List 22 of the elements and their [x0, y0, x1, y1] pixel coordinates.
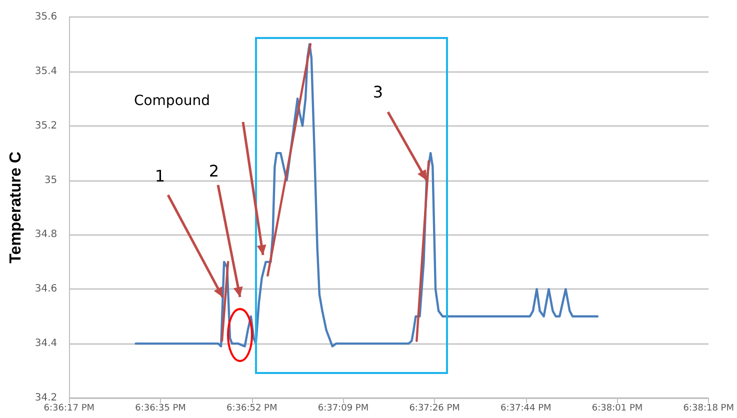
- x-tick-label: 6:38:01 PM: [592, 404, 643, 414]
- annotation: 2: [208, 161, 220, 180]
- x-tick-label: 6:37:09 PM: [318, 404, 369, 414]
- annotation: 3: [372, 82, 384, 102]
- y-tick-label: 35.6: [34, 12, 58, 22]
- line-series: [134, 43, 599, 348]
- y-tick-label: 35.2: [34, 120, 58, 132]
- annotation: Compound: [134, 92, 210, 109]
- y-tick-label: 35: [44, 174, 58, 186]
- x-tick-label: 6:37:26 PM: [409, 404, 460, 414]
- x-tick-label: 6:36:17 PM: [44, 404, 95, 414]
- y-tick-label: 34.6: [34, 284, 58, 295]
- x-tick-label: 6:37:44 PM: [500, 404, 552, 414]
- y-tick-label: 34.2: [34, 392, 58, 404]
- y-tick-label: 34.8: [34, 229, 58, 240]
- x-tick-label: 6:36:35 PM: [135, 404, 186, 414]
- x-tick-label: 6:38:18 PM: [683, 404, 734, 414]
- x-tick-label: 6:36:52 PM: [226, 404, 278, 414]
- y-tick-label: 34.4: [34, 338, 58, 350]
- y-tick-label: 35.4: [34, 66, 58, 77]
- annotation: 1: [154, 166, 166, 186]
- y-axis-title: Temperature C: [8, 151, 24, 264]
